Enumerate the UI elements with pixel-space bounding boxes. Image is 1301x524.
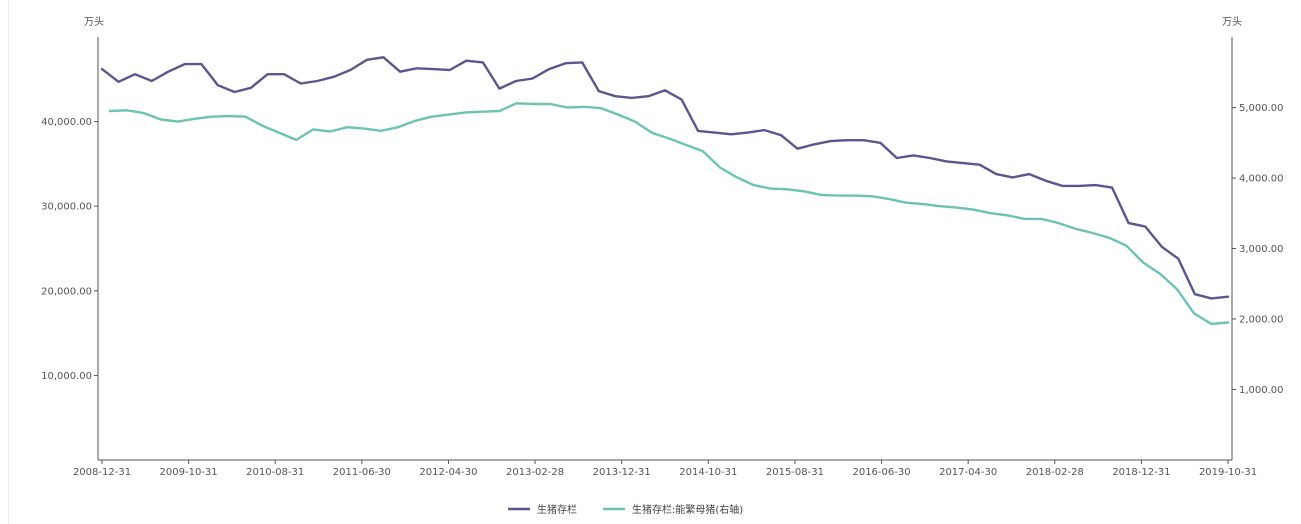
x-tick-label: 2018-02-28 (1026, 467, 1084, 478)
right-y-tick-label: 5,000.00 (1239, 103, 1284, 114)
x-tick-label: 2012-04-30 (419, 467, 477, 478)
right-y-tick-label: 4,000.00 (1239, 174, 1284, 185)
left-y-tick-label: 30,000.00 (41, 202, 92, 213)
series-line-herd (100, 56, 1230, 300)
x-tick-label: 2017-04-30 (939, 467, 997, 478)
x-tick-label: 2013-02-28 (506, 467, 564, 478)
left-y-tick-label: 10,000.00 (41, 371, 92, 382)
series-group (100, 56, 1230, 326)
x-tick-label: 2010-08-31 (246, 467, 304, 478)
x-tick-label: 2009-10-31 (160, 467, 218, 478)
legend-label-sows: 生猪存栏:能繁母猪(右轴) (632, 503, 743, 516)
right-y-ticks-group: 1,000.00 2,000.00 3,000.00 4,000.00 5,000.00 (1232, 103, 1284, 396)
right-y-tick-label: 3,000.00 (1239, 244, 1284, 255)
x-ticks-group: 2008-12-31 2009-10-31 2010-08-31 2011-06-30… (73, 460, 1257, 478)
right-axis-unit: 万头 (1222, 16, 1242, 28)
x-tick-label: 2018-12-31 (1112, 467, 1170, 478)
x-tick-label: 2011-06-30 (333, 467, 391, 478)
x-tick-label: 2015-08-31 (766, 467, 824, 478)
series-line-sows (108, 102, 1230, 326)
x-tick-label: 2008-12-31 (73, 467, 131, 478)
left-y-ticks-group: 10,000.00 20,000.00 30,000.00 40,000.00 (41, 117, 98, 382)
right-y-tick-label: 2,000.00 (1239, 315, 1284, 326)
left-border-line (8, 0, 9, 524)
left-y-tick-label: 20,000.00 (41, 286, 92, 297)
left-y-tick-label: 40,000.00 (41, 117, 92, 128)
x-tick-label: 2013-12-31 (593, 467, 651, 478)
x-tick-label: 2019-10-31 (1199, 467, 1257, 478)
x-tick-label: 2016-06-30 (852, 467, 910, 478)
x-tick-label: 2014-10-31 (679, 467, 737, 478)
legend: 生猪存栏 生猪存栏:能繁母猪(右轴) (508, 503, 743, 516)
legend-label-herd: 生猪存栏 (537, 503, 577, 516)
right-y-tick-label: 1,000.00 (1239, 385, 1284, 396)
left-axis-unit: 万头 (84, 16, 104, 28)
